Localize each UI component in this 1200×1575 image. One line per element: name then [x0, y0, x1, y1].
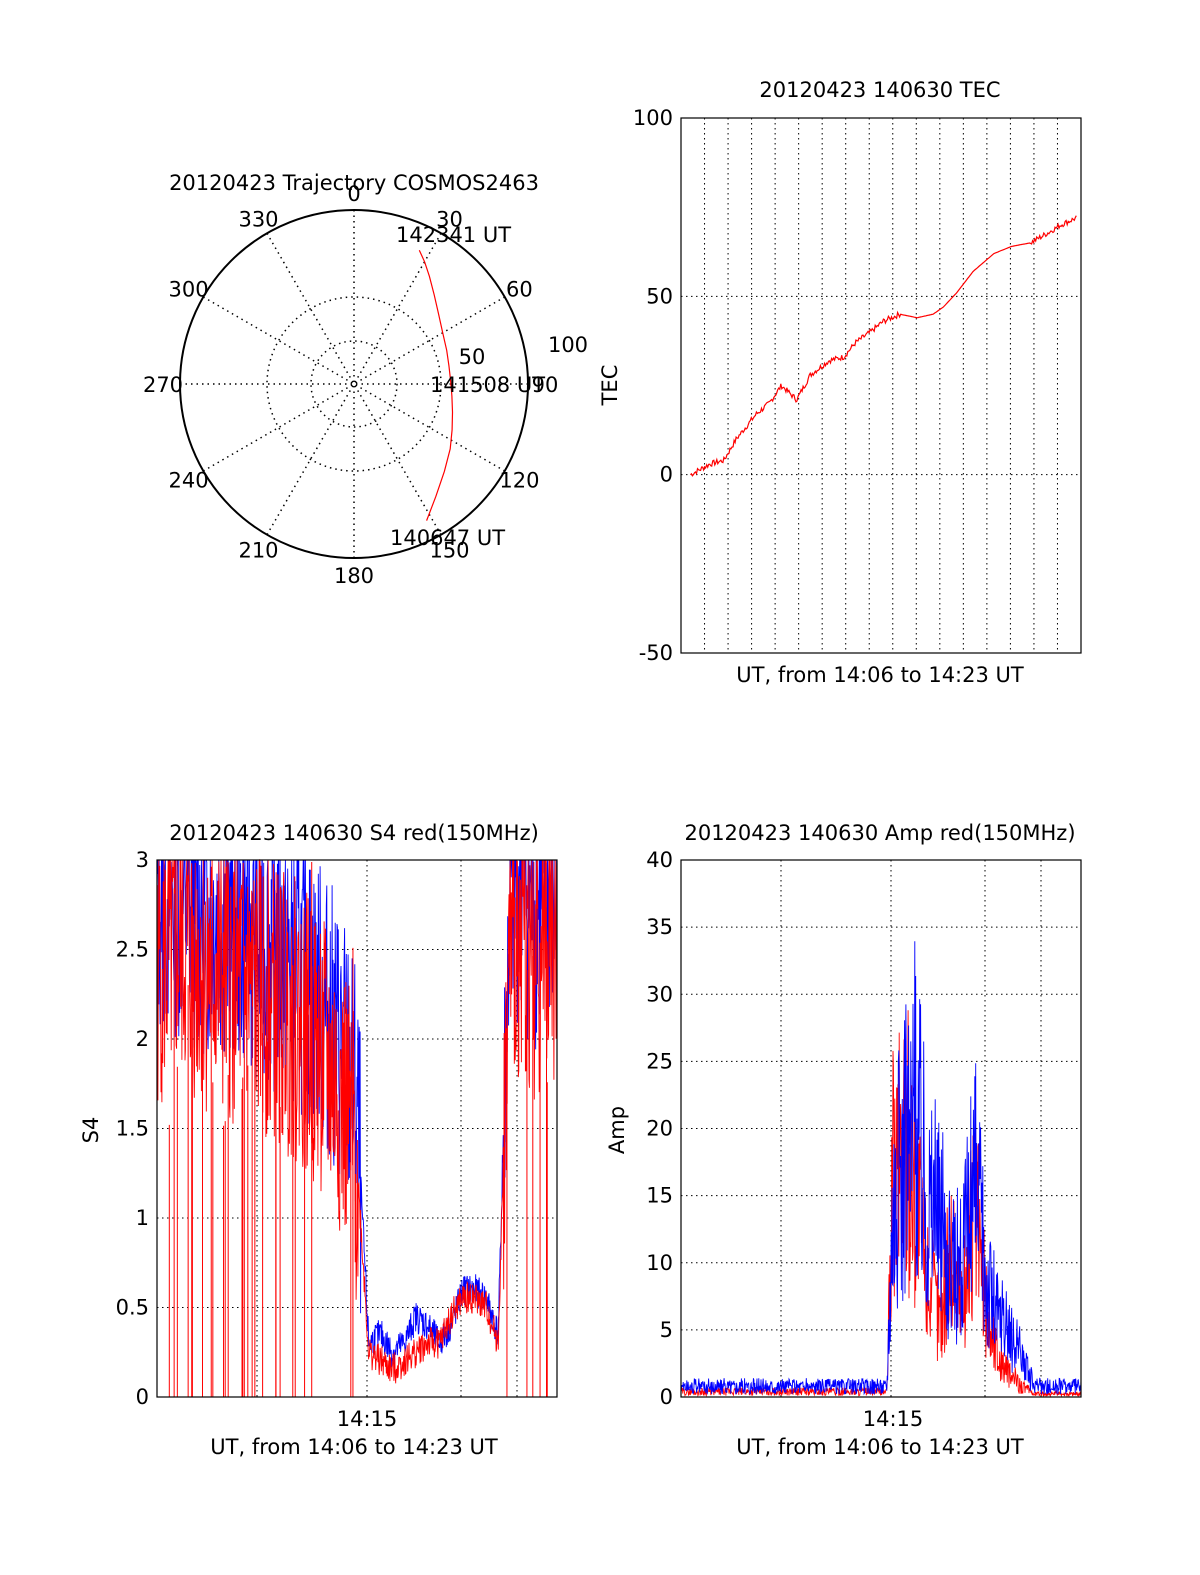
- amp-plot-frame: [680, 859, 1082, 1398]
- amp-series: [680, 941, 1082, 1398]
- amp-series-blue: [680, 941, 1082, 1396]
- s4-y-tick-2.5: 2.5: [116, 938, 149, 962]
- s4-y-tick-3: 3: [136, 848, 149, 872]
- polar-angle-label-330: 330: [238, 208, 278, 232]
- amp-y-tick-15: 15: [646, 1184, 673, 1208]
- polar-angle-labels: 0 30 60 90 120 150 180 210 240 270 300 330: [143, 182, 558, 588]
- amp-panel: 20120423 140630 Amp red(150MHz) 0 5 10 15 20…: [605, 821, 1082, 1459]
- polar-angle-label-240: 240: [169, 469, 209, 493]
- polar-angle-label-300: 300: [169, 278, 209, 302]
- amp-y-tick-20: 20: [646, 1117, 673, 1141]
- polar-angle-label-210: 210: [238, 538, 278, 562]
- s4-y-tick-labels: 0 0.5 1 1.5 2 2.5 3: [116, 848, 149, 1409]
- polar-angle-label-180: 180: [334, 564, 374, 588]
- tec-y-tick-50: 50: [646, 284, 673, 308]
- polar-ring-inner: [310, 340, 398, 428]
- amp-y-tick-35: 35: [646, 915, 673, 939]
- polar-angle-label-0: 0: [347, 182, 360, 206]
- amp-x-axis-label: UT, from 14:06 to 14:23 UT: [736, 1435, 1024, 1459]
- amp-y-tick-30: 30: [646, 982, 673, 1006]
- amp-y-tick-25: 25: [646, 1049, 673, 1073]
- tec-x-axis-label: UT, from 14:06 to 14:23 UT: [736, 663, 1024, 687]
- polar-angle-label-90: 90: [532, 373, 559, 397]
- s4-y-tick-2: 2: [136, 1027, 149, 1051]
- tec-y-tick-0: 0: [660, 463, 673, 487]
- trajectory-title: 20120423 Trajectory COSMOS2463: [169, 171, 539, 195]
- amp-grid: [681, 860, 1081, 1397]
- amp-y-tick-10: 10: [646, 1251, 673, 1275]
- amp-y-tick-labels: 0 5 10 15 20 25 30 35 40: [646, 848, 673, 1409]
- track-label-end: 142341 UT: [396, 223, 511, 247]
- polar-grid: [266, 296, 442, 472]
- s4-x-axis-label: UT, from 14:06 to 14:23 UT: [210, 1435, 498, 1459]
- s4-y-tick-1: 1: [136, 1206, 149, 1230]
- amp-y-tick-40: 40: [646, 848, 673, 872]
- s4-y-axis-label: S4: [79, 1117, 103, 1144]
- polar-spoke-150: [266, 232, 442, 536]
- s4-y-tick-0: 0: [136, 1385, 149, 1409]
- s4-y-tick-0.5: 0.5: [116, 1296, 149, 1320]
- track-label-start: 140647 UT: [390, 526, 505, 550]
- polar-angle-label-150: 150: [429, 538, 469, 562]
- s4-x-tick-label: 14:15: [337, 1407, 398, 1431]
- tec-title: 20120423 140630 TEC: [759, 78, 1000, 102]
- amp-y-tick-0: 0: [660, 1385, 673, 1409]
- s4-panel: 20120423 140630 S4 red(150MHz) 0 0.5 1 1.5 2…: [79, 821, 558, 1459]
- tec-panel: 20120423 140630 TEC 100 50 0 -50 TEC UT, fr…: [598, 78, 1082, 687]
- s4-title: 20120423 140630 S4 red(150MHz): [169, 821, 539, 845]
- amp-series-red: [680, 1010, 1082, 1398]
- amp-y-tick-5: 5: [660, 1318, 673, 1342]
- tec-y-tick-labels: 100 50 0 -50: [633, 106, 673, 665]
- polar-ring-middle: [266, 296, 442, 472]
- polar-angle-label-120: 120: [499, 469, 539, 493]
- s4-y-tick-1.5: 1.5: [116, 1117, 149, 1141]
- trajectory-track: [418, 249, 454, 521]
- tec-y-tick-100: 100: [633, 106, 673, 130]
- tec-y-tick--50: -50: [639, 641, 673, 665]
- trajectory-panel: 20120423 Trajectory COSMOS2463 0 30 60 90 12…: [143, 171, 588, 588]
- s4-plot-frame: [156, 859, 558, 1398]
- amp-y-axis-label: Amp: [605, 1106, 629, 1154]
- polar-angle-label-270: 270: [143, 373, 183, 397]
- polar-spoke-30: [266, 232, 442, 536]
- tec-y-axis-label: TEC: [598, 365, 622, 407]
- amp-title: 20120423 140630 Amp red(150MHz): [684, 821, 1075, 845]
- radial-label-50: 50: [459, 345, 486, 369]
- radial-label-100: 100: [548, 333, 588, 357]
- polar-angle-label-60: 60: [506, 278, 533, 302]
- tec-line: [689, 215, 1077, 477]
- s4-series: [156, 858, 558, 1397]
- tec-grid: [681, 118, 1081, 653]
- tec-plot-frame: [680, 117, 1082, 654]
- polar-angle-label-30: 30: [436, 208, 463, 232]
- track-label-mid: 141508 UT: [430, 373, 545, 397]
- s4-series-red: [156, 858, 558, 1384]
- amp-x-tick-label: 14:15: [863, 1407, 924, 1431]
